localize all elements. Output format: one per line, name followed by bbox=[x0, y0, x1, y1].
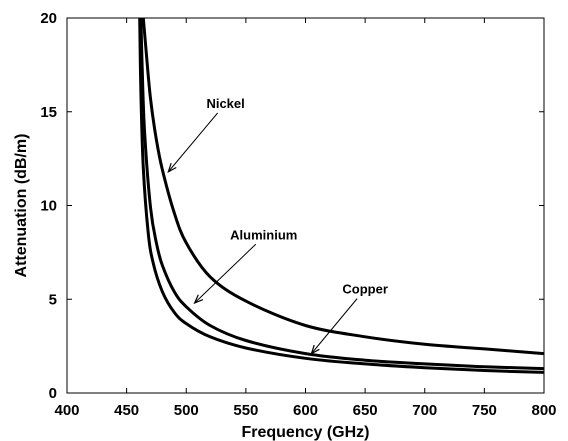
annotation-arrow-aluminium bbox=[194, 243, 257, 304]
y-tick-label: 5 bbox=[49, 291, 57, 308]
x-axis-label: Frequency (GHz) bbox=[241, 424, 369, 441]
annotations-layer: Nickel Aluminium Copper bbox=[167, 96, 388, 355]
x-tick-label: 750 bbox=[472, 402, 497, 419]
y-tick-label: 0 bbox=[49, 385, 57, 402]
x-tick-label: 800 bbox=[531, 402, 556, 419]
x-tick-label: 700 bbox=[412, 402, 437, 419]
annotation-arrow-copper bbox=[311, 298, 358, 354]
plot-area bbox=[67, 18, 544, 393]
annotation-arrowhead-nickel bbox=[167, 163, 177, 173]
y-tick-label: 10 bbox=[40, 198, 57, 215]
y-tick-label: 20 bbox=[40, 10, 57, 27]
x-tick-label: 650 bbox=[353, 402, 378, 419]
annotation-arrowhead-copper bbox=[310, 344, 320, 355]
x-axis: 400 450 500 550 600 650 700 750 800 bbox=[54, 18, 557, 419]
y-tick-label: 15 bbox=[40, 104, 57, 121]
annotation-label-copper: Copper bbox=[342, 282, 388, 297]
x-tick-label: 550 bbox=[233, 402, 258, 419]
series-line-copper bbox=[138, 18, 544, 374]
x-tick-label: 600 bbox=[293, 402, 318, 419]
x-tick-label: 500 bbox=[174, 402, 199, 419]
annotation-label-aluminium: Aluminium bbox=[230, 227, 297, 242]
annotation-arrowhead-aluminium bbox=[193, 294, 204, 305]
annotation-label-nickel: Nickel bbox=[206, 96, 244, 111]
y-axis-label: Attenuation (dB/m) bbox=[13, 134, 30, 278]
annotation-arrow-nickel bbox=[167, 112, 218, 173]
y-axis: 0 5 10 15 20 bbox=[40, 10, 544, 402]
curves-layer bbox=[138, 18, 544, 374]
series-line-nickel bbox=[141, 18, 544, 356]
x-tick-label: 450 bbox=[114, 402, 139, 419]
x-tick-label: 400 bbox=[54, 402, 79, 419]
series-line-aluminium bbox=[139, 18, 544, 371]
